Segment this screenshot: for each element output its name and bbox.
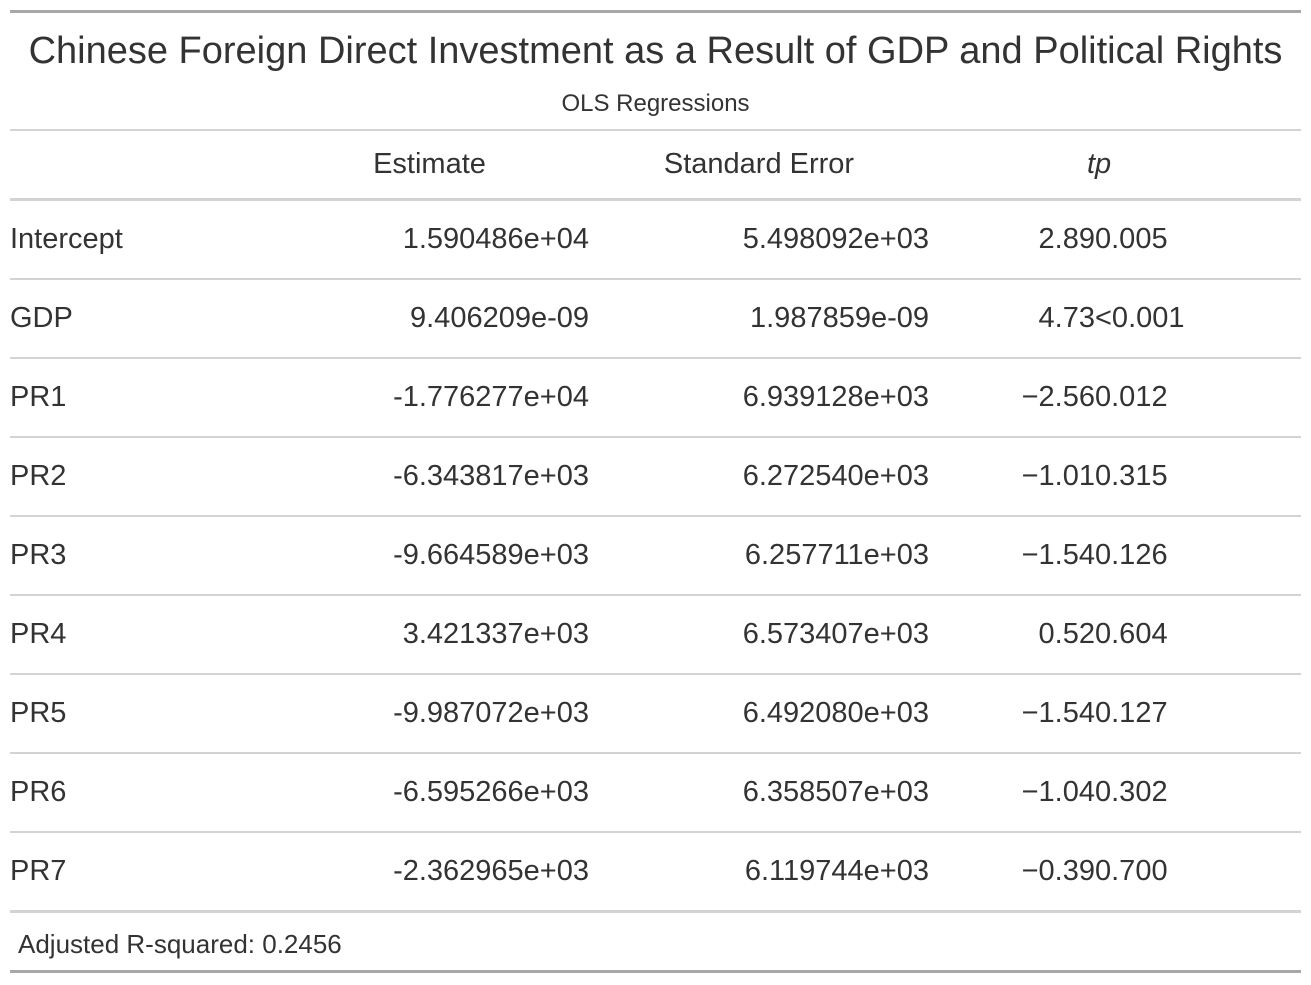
column-header-std-error: Standard Error [589,131,929,201]
row-estimate: -9.664589e+03 [270,516,589,596]
regression-table: Estimate Standard Error t p Intercept 1.… [10,131,1301,913]
row-std-error: 6.939128e+03 [589,358,929,438]
table-row: PR3 -9.664589e+03 6.257711e+03 −1.54 0.1… [10,516,1301,596]
header-row: Estimate Standard Error t p [10,131,1301,201]
row-estimate: 3.421337e+03 [270,595,589,675]
table-top-rule [10,10,1301,13]
table-row: PR1 -1.776277e+04 6.939128e+03 −2.56 0.0… [10,358,1301,438]
row-t-value: −1.04 [929,753,1095,833]
table-row: PR5 -9.987072e+03 6.492080e+03 −1.54 0.1… [10,674,1301,754]
row-p-value: 0.005 [1095,199,1301,280]
row-std-error: 6.358507e+03 [589,753,929,833]
row-t-value: 2.89 [929,199,1095,280]
row-t-value: 4.73 [929,279,1095,359]
table-subtitle: OLS Regressions [561,90,750,117]
row-p-value: 0.127 [1095,674,1301,754]
table-row: PR6 -6.595266e+03 6.358507e+03 −1.04 0.3… [10,753,1301,833]
row-p-value: <0.001 [1095,279,1301,359]
row-std-error: 6.272540e+03 [589,437,929,517]
row-t-value: −0.39 [929,832,1095,913]
row-std-error: 1.987859e-09 [589,279,929,359]
row-std-error: 6.573407e+03 [589,595,929,675]
row-estimate: -2.362965e+03 [270,832,589,913]
row-estimate: 1.590486e+04 [270,199,589,280]
row-p-value: 0.700 [1095,832,1301,913]
row-t-value: −1.54 [929,674,1095,754]
row-term: PR6 [10,753,270,833]
table-row: GDP 9.406209e-09 1.987859e-09 4.73 <0.00… [10,279,1301,359]
column-header-t: t [929,131,1095,201]
table-row: PR2 -6.343817e+03 6.272540e+03 −1.01 0.3… [10,437,1301,517]
row-t-value: −2.56 [929,358,1095,438]
row-term: PR7 [10,832,270,913]
row-estimate: -1.776277e+04 [270,358,589,438]
row-term: PR4 [10,595,270,675]
row-p-value: 0.315 [1095,437,1301,517]
row-p-value: 0.012 [1095,358,1301,438]
column-header-p: p [1095,131,1301,201]
row-std-error: 6.492080e+03 [589,674,929,754]
table-row: Intercept 1.590486e+04 5.498092e+03 2.89… [10,199,1301,280]
row-estimate: -6.595266e+03 [270,753,589,833]
row-p-value: 0.604 [1095,595,1301,675]
column-header-estimate: Estimate [270,131,589,201]
row-estimate: -9.987072e+03 [270,674,589,754]
row-std-error: 5.498092e+03 [589,199,929,280]
row-t-value: 0.52 [929,595,1095,675]
row-p-value: 0.126 [1095,516,1301,596]
row-t-value: −1.01 [929,437,1095,517]
row-term: PR3 [10,516,270,596]
row-p-value: 0.302 [1095,753,1301,833]
row-term: PR5 [10,674,270,754]
row-estimate: -6.343817e+03 [270,437,589,517]
row-std-error: 6.119744e+03 [589,832,929,913]
row-term: Intercept [10,199,270,280]
row-t-value: −1.54 [929,516,1095,596]
row-term: GDP [10,279,270,359]
table-title: Chinese Foreign Direct Investment as a R… [28,30,1283,72]
column-header-term [10,131,270,201]
row-term: PR2 [10,437,270,517]
table-row: PR4 3.421337e+03 6.573407e+03 0.52 0.604 [10,595,1301,675]
row-estimate: 9.406209e-09 [270,279,589,359]
table-footnote: Adjusted R-squared: 0.2456 [18,929,342,959]
row-std-error: 6.257711e+03 [589,516,929,596]
header-top-rule [10,129,1301,131]
row-term: PR1 [10,358,270,438]
table-row: PR7 -2.362965e+03 6.119744e+03 −0.39 0.7… [10,832,1301,913]
table-bottom-rule [10,970,1301,973]
